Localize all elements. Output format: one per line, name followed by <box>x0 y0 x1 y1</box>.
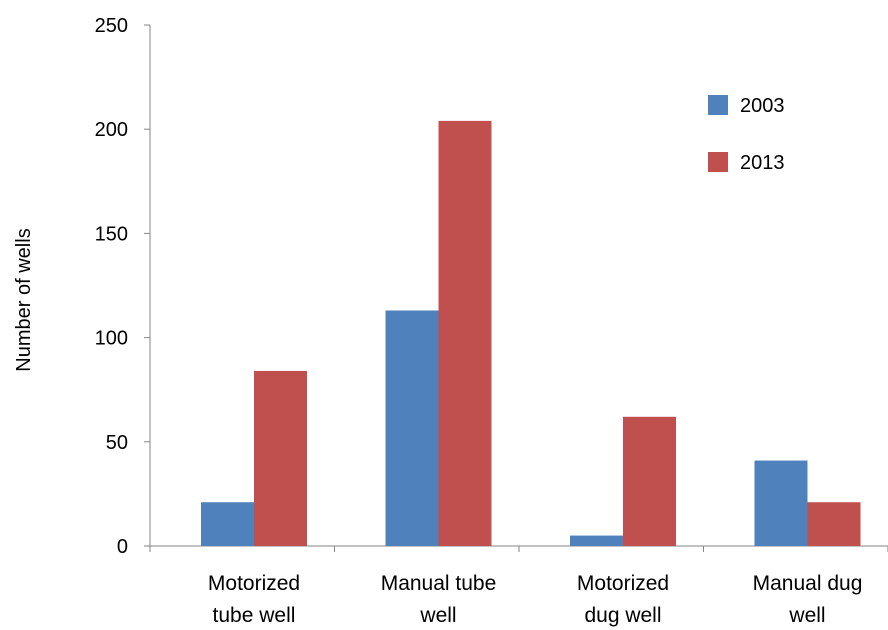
y-axis-title-group: Number of wells <box>13 228 35 371</box>
x-category-label: well <box>419 604 456 627</box>
y-tick-label: 0 <box>117 536 128 558</box>
bar-2003-1 <box>385 310 439 546</box>
y-tick-label: 150 <box>95 223 128 245</box>
y-axis-title: Number of wells <box>13 228 35 371</box>
x-category-label: Manual dug <box>753 572 863 595</box>
legend-label-2013: 2013 <box>740 152 785 174</box>
bar-2003-0 <box>201 502 254 546</box>
y-ticks-group: 0 50 100 150 200 250 <box>95 15 150 558</box>
x-category-label: well <box>788 604 825 627</box>
bar-2003-2 <box>570 535 623 546</box>
x-category-label: Motorized <box>208 572 300 595</box>
bar-2013-1 <box>438 120 492 546</box>
legend-swatch-2003 <box>708 95 728 115</box>
y-tick-label: 250 <box>95 15 128 37</box>
bars-group <box>201 120 861 546</box>
legend: 2003 2013 <box>708 95 785 174</box>
bar-2013-0 <box>254 370 307 546</box>
y-tick-label: 50 <box>106 432 128 454</box>
bar-2013-3 <box>807 502 861 546</box>
x-category-label: tube well <box>213 604 296 627</box>
category-labels-group: Motorized tube well Manual tube well Motoriz… <box>208 572 862 627</box>
x-category-label: Motorized <box>577 572 669 595</box>
y-tick-label: 200 <box>95 119 128 141</box>
legend-swatch-2013 <box>708 152 728 172</box>
y-tick-label: 100 <box>95 328 128 350</box>
x-category-label: dug well <box>584 604 661 627</box>
bar-2013-2 <box>623 416 676 546</box>
x-category-label: Manual tube <box>381 572 497 595</box>
bar-2003-3 <box>754 460 808 546</box>
legend-label-2003: 2003 <box>740 95 785 117</box>
